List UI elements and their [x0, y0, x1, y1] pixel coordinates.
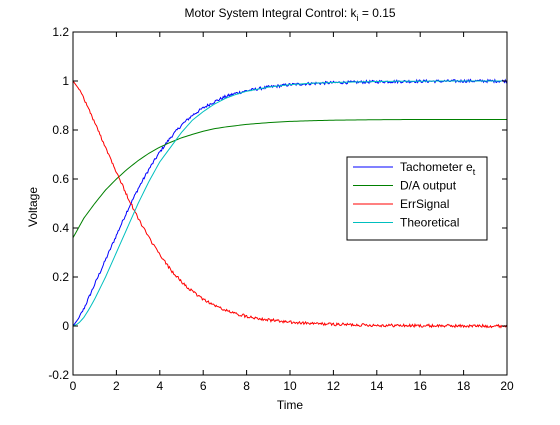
y-tick-label: 0.2	[52, 270, 69, 284]
series-layer	[72, 78, 508, 329]
chart-title-subscript: i	[357, 13, 359, 23]
series-line-2	[72, 80, 508, 329]
legend-label-text: Tachometer e	[400, 160, 473, 174]
x-tick-label: 8	[243, 379, 250, 393]
x-tick-label: 16	[414, 379, 428, 393]
ticks-layer: 0 2 4 6 8 10 12 14 16 18 20-0.200.20.40.60.811.2	[48, 25, 514, 393]
legend-label-subscript: t	[473, 167, 476, 177]
x-tick-label: 2	[113, 379, 120, 393]
y-tick-label: 1	[62, 74, 69, 88]
legend-box	[346, 156, 488, 241]
x-tick-label: 6	[200, 379, 207, 393]
series-line-3	[72, 80, 507, 327]
legend-label-text: ErrSignal	[400, 197, 449, 211]
y-tick-label: 0.4	[52, 221, 69, 235]
legend-label-3: Theoretical	[400, 216, 459, 230]
x-tick-label: 0	[70, 379, 77, 393]
x-tick-label: 12	[327, 379, 341, 393]
legend-label-0: Tachometer et	[400, 160, 476, 177]
y-tick-label: 0.8	[52, 123, 69, 137]
x-tick-label: 14	[370, 379, 384, 393]
y-tick-label: 0.6	[52, 172, 69, 186]
legend-label-text: D/A output	[400, 179, 457, 193]
y-tick-label: -0.2	[48, 368, 69, 382]
legend: Tachometer et D/A output ErrSignal Theoreti…	[346, 156, 488, 241]
legend-label-text: Theoretical	[400, 216, 459, 230]
chart-title-suffix: = 0.15	[359, 6, 396, 20]
legend-entries: Tachometer et D/A output ErrSignal Theoreti…	[353, 160, 476, 230]
x-axis-label: Time	[277, 398, 304, 412]
y-tick-label: 1.2	[52, 25, 69, 39]
series-line-1	[72, 118, 507, 239]
chart-title: Motor System Integral Control: ki = 0.15	[184, 6, 395, 23]
x-tick-label: 18	[457, 379, 471, 393]
legend-label-1: D/A output	[400, 179, 457, 193]
x-tick-label: 4	[156, 379, 163, 393]
series-line-0	[72, 78, 508, 327]
y-axis-label: Voltage	[26, 187, 40, 227]
x-tick-label: 10	[283, 379, 297, 393]
legend-label-2: ErrSignal	[400, 197, 449, 211]
x-tick-label: 20	[500, 379, 514, 393]
y-tick-label: 0	[62, 319, 69, 333]
chart-title-main: Motor System Integral Control: k	[184, 6, 357, 20]
